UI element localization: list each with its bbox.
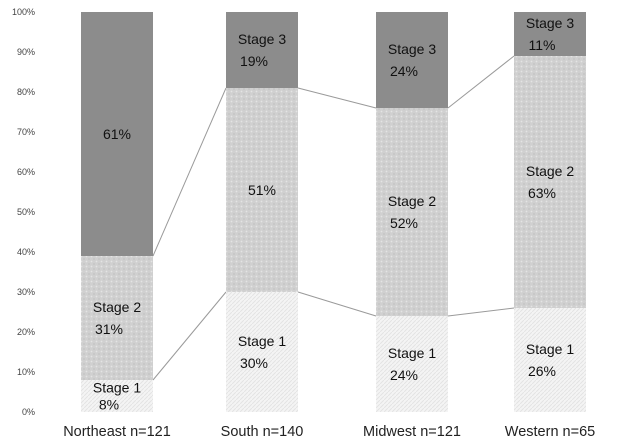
segment-name-label: Stage 3 bbox=[388, 41, 436, 57]
y-tick-label: 50% bbox=[17, 207, 35, 217]
series-connector-line bbox=[447, 307, 515, 317]
bar-segment-stage-2 bbox=[514, 56, 586, 308]
bar-segment-stage-1 bbox=[514, 308, 586, 412]
y-tick-label: 20% bbox=[17, 327, 35, 337]
bar-segment-stage-3 bbox=[376, 12, 448, 108]
x-axis: Northeast n=121 South n=140 Midwest n=121 W… bbox=[63, 424, 595, 440]
data-label: 11% bbox=[529, 37, 556, 53]
data-label: 61% bbox=[103, 126, 131, 142]
bar-segment-stage-2 bbox=[81, 256, 153, 380]
series-connector-line bbox=[152, 291, 227, 381]
data-label: 8% bbox=[99, 397, 119, 413]
bar-segment-stage-1 bbox=[226, 292, 298, 412]
x-category-label: Midwest n=121 bbox=[363, 424, 461, 440]
data-label: 19% bbox=[240, 53, 268, 69]
y-tick-label: 90% bbox=[17, 47, 35, 57]
y-tick-label: 30% bbox=[17, 287, 35, 297]
series-connector-line bbox=[447, 55, 515, 109]
bar-segment-stage-2 bbox=[226, 88, 298, 292]
data-label: 24% bbox=[390, 367, 418, 383]
data-label: 24% bbox=[390, 63, 418, 79]
data-label: 52% bbox=[390, 215, 418, 231]
series-connector-line bbox=[152, 87, 227, 257]
data-label: 63% bbox=[528, 185, 556, 201]
segment-name-label: Stage 2 bbox=[526, 163, 574, 179]
x-category-label: Western n=65 bbox=[505, 424, 595, 440]
y-tick-label: 80% bbox=[17, 87, 35, 97]
series-connector-lines bbox=[152, 55, 515, 381]
bar-segment-stage-1 bbox=[81, 380, 153, 412]
y-tick-label: 100% bbox=[12, 7, 35, 17]
data-label: 26% bbox=[528, 363, 556, 379]
y-tick-label: 70% bbox=[17, 127, 35, 137]
segment-name-label: Stage 1 bbox=[238, 333, 286, 349]
data-label: 51% bbox=[248, 182, 276, 198]
segment-name-label: Stage 1 bbox=[526, 341, 574, 357]
y-axis: 0% 10% 20% 30% 40% 50% 60% 70% 80% 90% 100% bbox=[12, 7, 35, 417]
series-connector-line bbox=[297, 87, 377, 109]
y-tick-label: 60% bbox=[17, 167, 35, 177]
bars bbox=[81, 12, 586, 412]
data-label: 31% bbox=[95, 321, 123, 337]
bar-segment-stage-3 bbox=[81, 12, 153, 256]
x-category-label: South n=140 bbox=[221, 424, 304, 440]
segment-name-label: Stage 3 bbox=[526, 15, 574, 31]
bar-segment-stage-1 bbox=[376, 316, 448, 412]
y-tick-label: 40% bbox=[17, 247, 35, 257]
segment-name-label: Stage 3 bbox=[238, 31, 286, 47]
data-labels: Stage 18%Stage 231%61%Stage 130%51%Stage… bbox=[93, 15, 574, 413]
segment-name-label: Stage 2 bbox=[388, 193, 436, 209]
x-category-label: Northeast n=121 bbox=[63, 424, 171, 440]
series-connector-line bbox=[297, 291, 377, 317]
bar-segment-stage-3 bbox=[514, 12, 586, 56]
data-label: 30% bbox=[240, 355, 268, 371]
bar-segment-stage-3 bbox=[226, 12, 298, 88]
segment-name-label: Stage 1 bbox=[388, 345, 436, 361]
segment-name-label: Stage 2 bbox=[93, 299, 141, 315]
y-tick-label: 10% bbox=[17, 367, 35, 377]
bar-segment-stage-2 bbox=[376, 108, 448, 316]
y-tick-label: 0% bbox=[22, 407, 35, 417]
segment-name-label: Stage 1 bbox=[93, 380, 141, 396]
